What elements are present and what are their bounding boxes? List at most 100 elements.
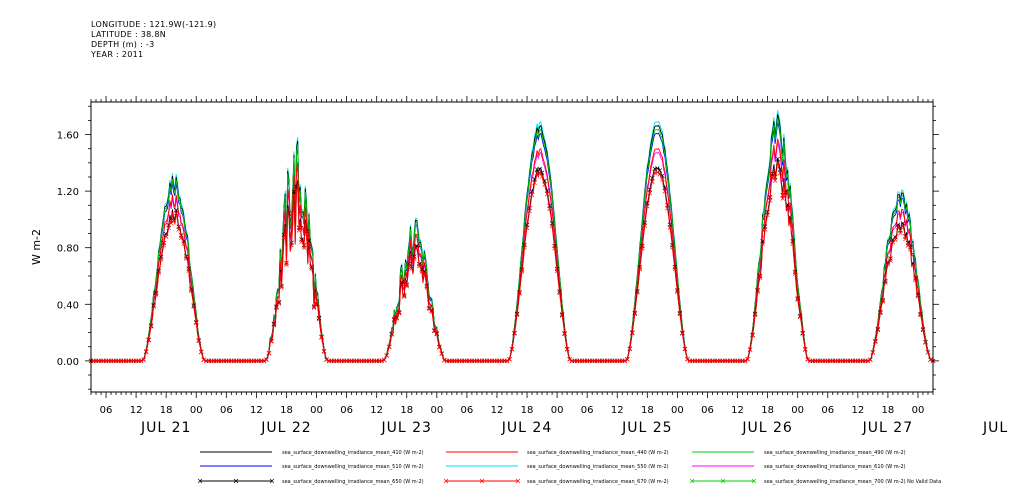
series-marker bbox=[294, 188, 299, 193]
legend-label: sea_surface_downwelling_irradiance_mean_… bbox=[527, 464, 669, 470]
series-marker bbox=[199, 349, 204, 355]
series-marker bbox=[635, 290, 640, 295]
series-marker bbox=[186, 268, 191, 273]
series-marker bbox=[915, 293, 921, 299]
x-tick-label: 00 bbox=[791, 405, 804, 416]
series-marker bbox=[537, 166, 542, 172]
legend-marker bbox=[689, 478, 695, 484]
series-marker bbox=[642, 223, 648, 228]
series-marker bbox=[770, 175, 775, 180]
legend-marker bbox=[443, 478, 449, 484]
series-marker bbox=[532, 180, 537, 185]
series-marker bbox=[276, 301, 282, 306]
series-marker bbox=[309, 266, 314, 271]
series-line bbox=[91, 138, 933, 362]
series-marker bbox=[632, 311, 638, 317]
series-marker bbox=[279, 285, 284, 290]
x-tick-label: 12 bbox=[491, 405, 504, 416]
x-tick-label: 18 bbox=[641, 405, 654, 416]
series-line bbox=[91, 122, 933, 362]
series-marker bbox=[512, 331, 517, 336]
axes: 06 12 18 00 06 12 18 00 06 12 18 00 06 12 18 00 06 12 18 00… bbox=[30, 96, 1009, 436]
day-label: JUL 22 bbox=[260, 420, 311, 436]
x-tick-label: 06 bbox=[581, 405, 594, 416]
latitude-label: LATITUDE : 38.8N bbox=[91, 30, 167, 39]
series-marker bbox=[554, 268, 560, 274]
x-tick-label: 00 bbox=[430, 405, 443, 416]
series-marker bbox=[158, 256, 164, 262]
x-tick-label: 12 bbox=[250, 405, 263, 416]
y-tick-label: 1.20 bbox=[57, 187, 79, 198]
legend-marker bbox=[515, 478, 521, 484]
series-marker bbox=[564, 347, 570, 352]
series-marker bbox=[655, 166, 660, 171]
series-marker bbox=[785, 205, 790, 211]
series-marker bbox=[775, 156, 780, 162]
series-marker bbox=[396, 310, 402, 316]
y-tick-label: 1.60 bbox=[57, 131, 79, 142]
series-marker bbox=[627, 346, 633, 352]
series-marker bbox=[391, 317, 397, 323]
x-tick-label: 00 bbox=[912, 405, 925, 416]
series-marker bbox=[765, 212, 770, 218]
series-marker bbox=[509, 347, 515, 352]
series-marker bbox=[655, 170, 660, 175]
series-marker bbox=[138, 358, 144, 364]
series-marker bbox=[650, 179, 655, 185]
series-marker bbox=[524, 225, 530, 231]
series-marker bbox=[409, 266, 415, 271]
series-line bbox=[91, 110, 933, 362]
series-marker bbox=[622, 358, 628, 364]
series-marker bbox=[284, 262, 289, 268]
series-marker bbox=[181, 241, 186, 246]
series-marker bbox=[171, 218, 176, 224]
x-tick-label: 18 bbox=[400, 405, 413, 416]
series-marker bbox=[900, 223, 906, 229]
series-marker bbox=[910, 262, 916, 268]
series-marker bbox=[802, 347, 808, 352]
series-marker bbox=[306, 240, 312, 246]
series-marker bbox=[261, 358, 267, 364]
series-line bbox=[91, 118, 933, 362]
series-marker bbox=[148, 324, 154, 329]
legend-marker bbox=[269, 478, 275, 484]
series-marker bbox=[562, 331, 567, 337]
series-marker bbox=[429, 308, 435, 313]
series-marker bbox=[442, 357, 447, 363]
legend-label: sea_surface_downwelling_irradiance_mean_… bbox=[282, 450, 424, 456]
series-marker bbox=[161, 243, 166, 248]
series-marker bbox=[379, 358, 384, 364]
x-tick-label: 00 bbox=[671, 405, 684, 416]
series-marker bbox=[750, 333, 755, 338]
series-marker bbox=[399, 281, 404, 287]
series-marker bbox=[286, 214, 292, 219]
series-marker bbox=[191, 304, 196, 309]
series-marker bbox=[143, 349, 149, 355]
series-marker bbox=[888, 258, 893, 263]
series-marker bbox=[797, 314, 803, 320]
series-marker bbox=[274, 305, 279, 311]
legend-label: sea_surface_downwelling_irradiance_mean_… bbox=[764, 479, 941, 485]
series-marker bbox=[645, 204, 650, 209]
series-marker bbox=[386, 344, 392, 350]
y-axis-label: W m-2 bbox=[30, 229, 43, 265]
series-marker bbox=[777, 170, 783, 176]
plot-area bbox=[88, 110, 936, 364]
day-label: JUL 28 bbox=[982, 420, 1009, 436]
series-marker bbox=[547, 206, 552, 212]
series-marker bbox=[321, 349, 327, 354]
series-marker bbox=[752, 312, 758, 317]
series-marker bbox=[291, 192, 297, 198]
series-marker bbox=[542, 182, 547, 187]
x-tick-label: 06 bbox=[701, 405, 714, 416]
year-label: YEAR : 2011 bbox=[91, 50, 144, 59]
series-marker bbox=[883, 280, 888, 285]
series-marker bbox=[519, 269, 525, 274]
series-marker bbox=[304, 231, 309, 237]
legend-label: sea_surface_downwelling_irradiance_mean_… bbox=[764, 464, 906, 470]
series-marker bbox=[675, 289, 680, 295]
series-marker bbox=[880, 299, 886, 304]
series-marker bbox=[422, 270, 427, 276]
x-tick-label: 00 bbox=[190, 405, 203, 416]
series-line bbox=[91, 114, 933, 362]
